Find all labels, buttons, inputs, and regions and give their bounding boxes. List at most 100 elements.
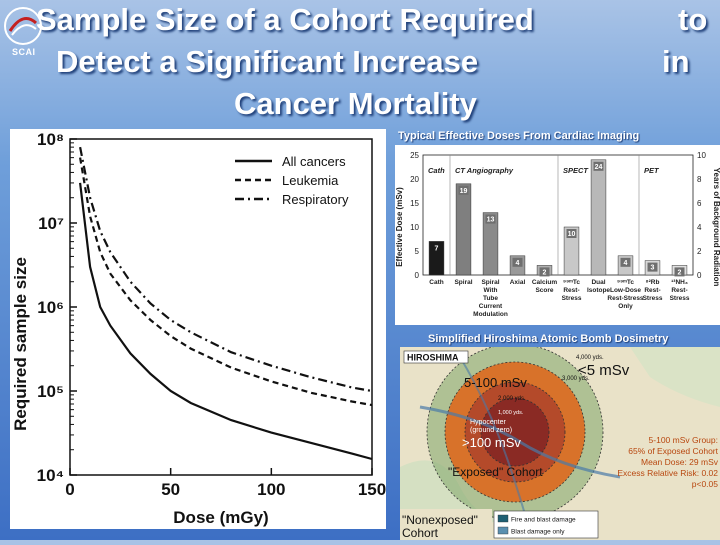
bar-value-bg bbox=[620, 257, 631, 267]
title-line-1: Sample Size of a Cohort Required bbox=[36, 2, 534, 37]
bar-category-label: Score bbox=[535, 287, 553, 294]
series-line-all-cancers bbox=[79, 182, 373, 461]
group-label: CT Angiography bbox=[455, 166, 514, 175]
fire-damage-swatch bbox=[497, 514, 509, 523]
y-tick-label: 10⁶ bbox=[37, 298, 64, 317]
bar-y-tick-label: 25 bbox=[410, 151, 419, 160]
bar-value-label: 4 bbox=[624, 260, 628, 267]
sample-size-chart-panel: 10⁴ 10⁵ 10⁶ 10⁷ 10⁸ 0 50 100 150 Required sample… bbox=[10, 129, 386, 529]
bar-category-label: Axial bbox=[510, 279, 526, 286]
cardiac-dose-chart-panel: Effective Dose (mSv) Years of Background… bbox=[395, 145, 720, 325]
bar-value-bg bbox=[647, 262, 658, 272]
dose-group-line: Excess Relative Risk: 0.02 bbox=[617, 468, 718, 478]
gt100-label: >100 mSv bbox=[462, 435, 521, 450]
legend-entry: Respiratory bbox=[282, 192, 349, 207]
dose-bar bbox=[455, 183, 472, 276]
bar-y2-tick-label: 6 bbox=[697, 199, 702, 208]
slide-title: Sample Size of a Cohort Required to Dete… bbox=[0, 0, 720, 130]
bar-category-label: ¹³NH₃ bbox=[671, 279, 688, 286]
title-word-in: in bbox=[662, 44, 690, 79]
group-label: PET bbox=[644, 166, 660, 175]
dist-1000: 1,000 yds. bbox=[498, 410, 524, 416]
ground-zero-label: (ground zero) bbox=[470, 427, 512, 434]
bar-y2-tick-label: 10 bbox=[697, 151, 706, 160]
bar-category-label: Stress bbox=[562, 295, 582, 302]
group-label: Cath bbox=[428, 166, 445, 175]
bar-y2-tick-label: 8 bbox=[697, 175, 702, 184]
bar-category-label: Spiral bbox=[481, 279, 499, 286]
bar-value-bg bbox=[566, 229, 577, 238]
x-tick-label: 100 bbox=[257, 480, 285, 499]
bar-y2-axis-label: Years of Background Radiation bbox=[712, 168, 720, 287]
bar-category-label: Cath bbox=[429, 279, 443, 286]
bar-category-label: ⁸²Rb bbox=[646, 279, 660, 286]
bar-category-label: Rest- bbox=[563, 287, 579, 294]
blast-damage-swatch bbox=[497, 526, 509, 535]
map-caption: Simplified Hiroshima Atomic Bomb Dosimet… bbox=[428, 333, 669, 345]
bar-category-label: Only bbox=[618, 303, 633, 310]
bar-category-label: Isotope bbox=[587, 287, 610, 294]
bar-y2-tick-label: 0 bbox=[697, 271, 702, 280]
dist-3000: 3,000 yds. bbox=[562, 376, 590, 382]
dist-4000: 4,000 yds. bbox=[576, 355, 604, 361]
bar-value-bg bbox=[593, 161, 604, 171]
plot-frame bbox=[69, 138, 373, 476]
bar-value-bg bbox=[458, 185, 469, 195]
bar-y-tick-label: 5 bbox=[415, 247, 420, 256]
bar-chart-title: Typical Effective Doses From Cardiac Ima… bbox=[398, 130, 640, 142]
x-tick-label: 150 bbox=[358, 480, 386, 499]
bar-category-label: Tube bbox=[483, 295, 498, 302]
fire-damage-legend: Fire and blast damage bbox=[511, 517, 576, 524]
dose-group-summary: 5-100 mSv Group:65% of Exposed CohortMea… bbox=[617, 435, 718, 489]
hiroshima-dosimetry-map: HIROSHIMA 4,000 yds. <5 mSv 3,000 yds. 5… bbox=[400, 343, 720, 540]
bar-y-tick-label: 0 bbox=[415, 271, 420, 280]
bar-value-label: 7 bbox=[435, 245, 439, 252]
bar-value-label: 24 bbox=[595, 164, 603, 171]
bar-value-label: 3 bbox=[651, 265, 655, 272]
bar-category-label: Calcium bbox=[532, 279, 558, 286]
bar-category-label: Low-Dose bbox=[610, 287, 641, 294]
bar-category-label: Stress bbox=[643, 295, 663, 302]
y-tick-label: 10⁴ bbox=[37, 466, 64, 485]
hypocenter-label: Hypocenter bbox=[470, 419, 506, 426]
x-tick-label: 50 bbox=[161, 480, 180, 499]
y-tick-label: 10⁵ bbox=[37, 382, 64, 401]
logo-text: SCAI bbox=[12, 47, 36, 57]
bar-category-label: Rest- bbox=[644, 287, 660, 294]
series-line-leukemia bbox=[79, 157, 373, 407]
exposed-cohort-label: "Exposed" Cohort bbox=[448, 465, 543, 479]
dose-group-line: 5-100 mSv Group: bbox=[649, 435, 718, 445]
dose-bar bbox=[482, 212, 499, 276]
bar-category-label: Spiral bbox=[454, 279, 472, 286]
bar-value-label: 10 bbox=[568, 231, 576, 238]
y-axis-label: Required sample size bbox=[11, 257, 30, 431]
group-label: SPECT bbox=[563, 166, 589, 175]
bar-category-label: Current bbox=[479, 303, 503, 310]
bar-y2-tick-label: 4 bbox=[697, 223, 702, 232]
bar-value-label: 2 bbox=[543, 269, 547, 276]
bar-value-bg bbox=[512, 257, 523, 267]
bar-y-tick-label: 15 bbox=[410, 199, 419, 208]
bar-value-bg bbox=[539, 267, 550, 277]
map-label: HIROSHIMA bbox=[407, 353, 459, 363]
bar-value-label: 2 bbox=[678, 269, 682, 276]
bar-category-label: Modulation bbox=[473, 311, 508, 318]
bar-value-bg bbox=[431, 243, 442, 253]
x-axis-label: Dose (mGy) bbox=[173, 508, 268, 527]
dose-group-line: p<0.05 bbox=[692, 479, 719, 489]
y-tick-label: 10⁸ bbox=[37, 130, 64, 149]
bar-category-label: Rest- bbox=[671, 287, 687, 294]
title-line-3: Cancer Mortality bbox=[234, 86, 477, 121]
bar-value-bg bbox=[485, 214, 496, 224]
band-5-100-label: 5-100 mSv bbox=[464, 375, 527, 390]
cardiac-dose-chart: Effective Dose (mSv) Years of Background… bbox=[395, 151, 720, 318]
y-tick-label: 10⁷ bbox=[38, 214, 64, 233]
sample-size-chart: 10⁴ 10⁵ 10⁶ 10⁷ 10⁸ 0 50 100 150 Required sample… bbox=[11, 130, 386, 527]
scai-logo-icon bbox=[4, 7, 42, 45]
nonexposed-cohort-label: Cohort bbox=[402, 526, 439, 540]
bar-category-label: ⁹⁹ᵐTc bbox=[563, 279, 580, 286]
bar-value-bg bbox=[674, 267, 685, 277]
bar-y2-tick-label: 2 bbox=[697, 247, 702, 256]
dose-group-line: 65% of Exposed Cohort bbox=[628, 446, 718, 456]
bar-category-label: Rest-Stress bbox=[607, 295, 644, 302]
